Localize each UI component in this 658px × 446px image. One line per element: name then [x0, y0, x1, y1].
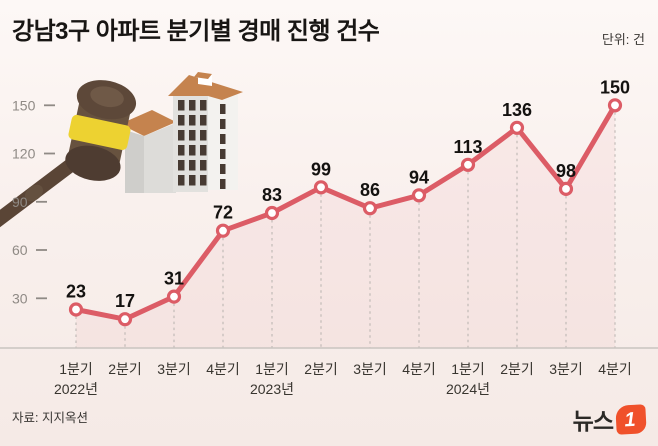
data-point [313, 180, 329, 195]
data-point [166, 289, 182, 304]
gavel-head-top-facet [90, 86, 124, 108]
value-label: 72 [213, 203, 233, 223]
value-label: 31 [164, 269, 184, 289]
value-label: 98 [556, 161, 576, 181]
news1-logo: 뉴스 1 [572, 402, 647, 436]
y-tick-label: 120 [12, 146, 36, 162]
source-credit: 자료: 지지옥션 [12, 411, 88, 425]
x-tick-label: 3분기 [549, 361, 583, 377]
x-tick-label: 3분기 [353, 361, 387, 377]
window [189, 100, 196, 111]
data-point [215, 223, 231, 238]
x-tick-label: 4분기 [598, 361, 632, 377]
window [200, 145, 207, 156]
value-label: 23 [66, 282, 86, 302]
window [178, 130, 185, 141]
x-tick-label: 4분기 [206, 361, 240, 377]
window [189, 145, 196, 156]
value-label: 113 [453, 137, 482, 157]
area-fill [76, 105, 615, 348]
window [220, 104, 226, 114]
left-building-facade [144, 123, 176, 193]
y-tick-label: 90 [12, 194, 28, 210]
value-label: 99 [311, 159, 331, 179]
y-tick-label: 150 [12, 97, 36, 113]
x-tick-label: 1분기 [255, 361, 289, 377]
window [200, 100, 207, 111]
data-point [68, 302, 84, 317]
x-tick-label: 2분기 [304, 361, 338, 377]
window [200, 175, 207, 186]
building-windows [178, 100, 226, 189]
window [200, 115, 207, 126]
gavel-handle-knob [24, 184, 44, 202]
x-tick-label: 1분기 [59, 361, 93, 377]
data-point [362, 201, 378, 216]
window [178, 100, 185, 111]
gavel-yellow-band [68, 114, 131, 150]
x-tick-label: 1분기 [451, 361, 485, 377]
window [178, 115, 185, 126]
window [220, 164, 226, 174]
x-tick-label: 2분기 [500, 361, 534, 377]
data-point [460, 157, 476, 172]
window [189, 115, 196, 126]
unit-label: 단위: 건 [601, 32, 645, 47]
page-title: 강남3구 아파트 분기별 경매 진행 건수 [12, 18, 380, 45]
series-line [73, 102, 618, 322]
year-label: 2022년 [54, 381, 98, 397]
x-tick-label: 3분기 [157, 361, 191, 377]
left-building-side [125, 130, 144, 193]
window [189, 160, 196, 171]
window [189, 175, 196, 186]
x-tick-label: 4분기 [402, 361, 436, 377]
y-tick-label: 30 [12, 290, 28, 306]
data-point [607, 98, 623, 113]
news1-logo-text: 뉴스 [572, 408, 614, 434]
value-label: 83 [262, 185, 282, 205]
window [189, 130, 196, 141]
window [220, 179, 226, 189]
news1-logo-numeral: 1 [623, 407, 637, 431]
chimney-cap [194, 72, 212, 79]
data-point [264, 205, 280, 221]
left-building-roof [120, 110, 176, 136]
window [200, 160, 207, 171]
news1-logo-mark-icon: 1 [615, 403, 647, 435]
data-point [558, 181, 574, 196]
window [178, 145, 185, 156]
value-label: 86 [360, 180, 380, 200]
x-tick-label: 2분기 [108, 361, 142, 377]
window [178, 175, 185, 186]
gavel-head-bottom [65, 145, 121, 181]
value-label: 136 [502, 100, 532, 120]
year-label: 2023년 [250, 381, 294, 397]
value-label: 17 [115, 291, 135, 311]
main-building-roof [168, 75, 243, 100]
data-point [411, 188, 427, 203]
y-tick-label: 60 [12, 242, 28, 258]
window [220, 119, 226, 129]
value-label: 94 [409, 167, 429, 187]
data-point [509, 120, 525, 135]
window [220, 134, 226, 144]
window [178, 160, 185, 171]
value-label: 150 [600, 77, 630, 97]
window [200, 130, 207, 141]
buildings-icon [120, 72, 243, 193]
gavel-icon [0, 80, 137, 228]
year-label: 2024년 [446, 381, 490, 397]
window [220, 149, 226, 159]
data-point [117, 312, 133, 327]
